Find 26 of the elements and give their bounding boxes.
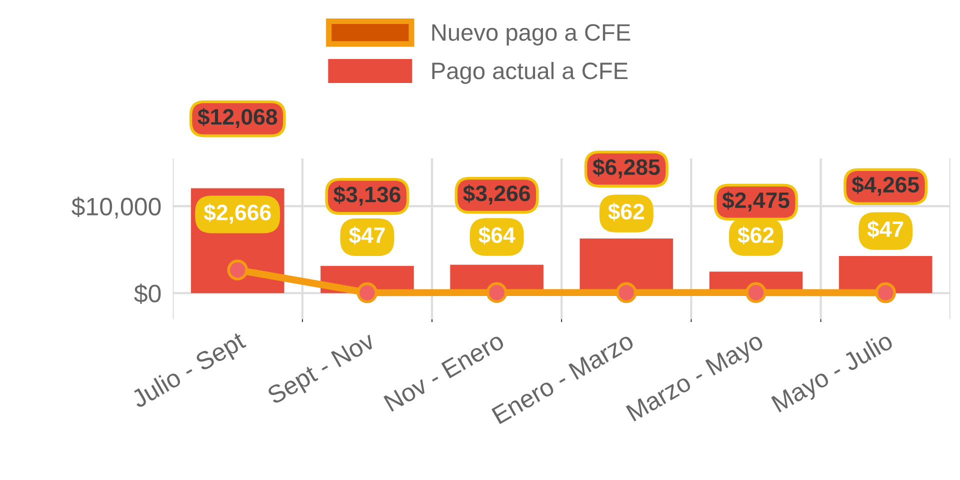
point (746, 282, 766, 304)
data-label: $47 (867, 220, 904, 238)
data-label: $62 (738, 226, 774, 244)
data-label: $12,068 (198, 108, 278, 128)
legend-label: Pago actual a CFE (432, 62, 628, 84)
bar (838, 256, 932, 294)
point (356, 282, 378, 304)
data-label: $4,265 (852, 176, 919, 196)
data-label: $62 (608, 202, 644, 221)
point (486, 282, 508, 303)
point (227, 260, 248, 280)
data-label: $47 (348, 226, 385, 245)
data-label: $64 (478, 226, 516, 244)
point (875, 282, 896, 304)
point (616, 282, 637, 304)
data-label: $3,266 (463, 184, 530, 204)
y-tick-label: $10,000 (72, 196, 161, 218)
x-tick-label: Julio - Sept (130, 330, 250, 413)
data-label: $6,285 (592, 158, 660, 178)
x-tick-label: Mayo - Julio (770, 330, 896, 417)
y-tick-label: $0 (134, 284, 161, 304)
data-label: $3,136 (334, 186, 400, 206)
data-label: $2,475 (722, 191, 790, 212)
data-label: $2,666 (204, 204, 271, 224)
legend-label: Nuevo pago a CFE (432, 24, 630, 46)
x-tick-label: Sept - Nov (266, 330, 379, 409)
